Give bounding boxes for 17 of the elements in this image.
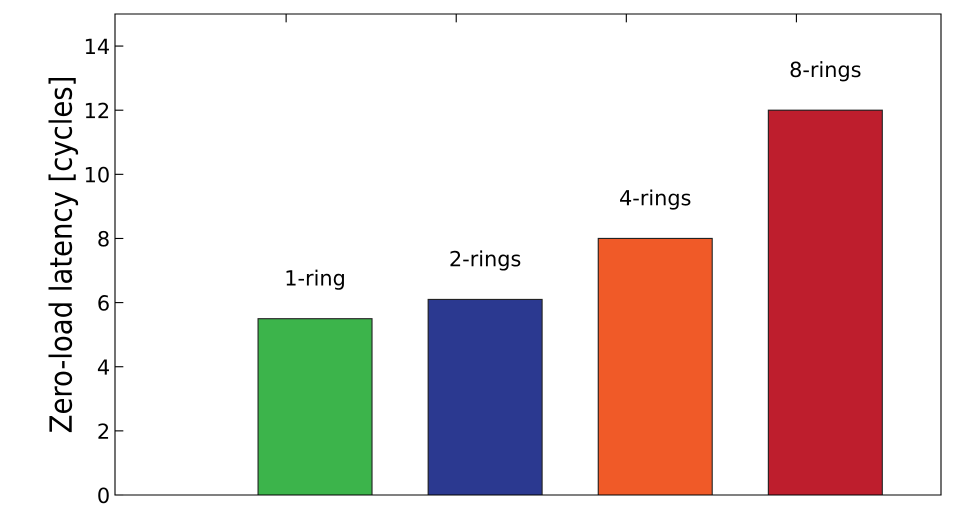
bar [598,238,713,495]
y-tick-label: 6 [98,295,109,311]
y-tick-label: 14 [86,38,109,54]
y-tick-label: 0 [98,487,109,504]
y-axis-title: Zero-load latency [cycles] [48,78,78,432]
bar [768,110,883,495]
y-tick-label: 2 [98,423,108,439]
x-tick-label: 8-rings [790,61,861,82]
y-tick-label: 4 [98,359,109,375]
y-tick-label: 8 [98,230,109,247]
bar [258,318,373,495]
x-tick-label: 1-ring [286,270,344,290]
x-tick-label: 4-rings [620,189,690,210]
bar [428,298,543,495]
y-tick-label: 12 [86,102,108,118]
y-tick-label: 10 [86,166,109,183]
x-tick-label: 2-rings [450,250,520,271]
